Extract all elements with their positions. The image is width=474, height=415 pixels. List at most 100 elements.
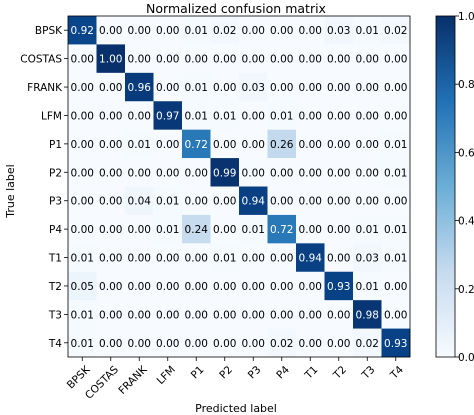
heatmap-cell: [125, 16, 154, 45]
heatmap-cell: [267, 214, 297, 244]
cell-value-label: 0.94: [242, 196, 266, 208]
heatmap-cell: [210, 186, 240, 216]
cell-value-label: 0.00: [99, 139, 122, 151]
heatmap-cell: [353, 72, 382, 102]
heatmap-cell: [324, 186, 354, 216]
x-tick-label: T2: [331, 364, 349, 382]
heatmap-cell: [96, 328, 126, 358]
cell-value-label: 0.01: [384, 224, 407, 236]
cell-value-label: 0.72: [185, 139, 208, 151]
cell-value-label: 0.00: [242, 281, 265, 293]
cell-value-label: 0.00: [156, 281, 179, 293]
y-tick-label: LFM: [41, 110, 62, 122]
heatmap-cell: [353, 214, 382, 244]
heatmap-cell: [96, 72, 126, 102]
cell-value-label: 0.00: [327, 309, 350, 321]
cell-value-label: 0.00: [185, 167, 208, 179]
heatmap-cell: [324, 44, 354, 74]
colorbar-tick-label: 0.2: [458, 284, 474, 296]
heatmap-cell: [267, 72, 297, 102]
cell-value-label: 0.94: [299, 253, 323, 265]
heatmap-cell: [68, 271, 97, 301]
heatmap-cell: [153, 214, 183, 244]
cell-value-label: 0.00: [156, 309, 179, 321]
cell-value-label: 0.00: [99, 224, 122, 236]
colorbar-tick-label: 1.0: [458, 11, 474, 23]
cell-value-label: 0.00: [270, 196, 293, 208]
cell-value-label: 0.00: [213, 82, 236, 94]
cell-value-label: 0.02: [384, 25, 407, 37]
heatmap-cell: [381, 16, 411, 45]
heatmap-cell: [125, 328, 154, 358]
cell-value-label: 0.01: [213, 253, 236, 265]
x-tick-label: T3: [359, 364, 377, 382]
cell-value-label: 0.00: [327, 224, 350, 236]
cell-value-label: 0.00: [299, 25, 322, 37]
cell-value-label: 0.00: [270, 167, 293, 179]
heatmap-cell: [239, 101, 268, 130]
colorbar-tick-label: 0.0: [458, 352, 474, 364]
y-tick-label: T2: [48, 281, 62, 293]
heatmap-cell: [125, 300, 154, 329]
heatmap-cell: [296, 271, 325, 301]
heatmap-cell: [381, 44, 411, 74]
heatmap-cell: [324, 72, 354, 102]
heatmap-cell: [324, 271, 354, 301]
cell-value-label: 0.00: [384, 82, 407, 94]
cell-value-label: 0.00: [356, 110, 379, 122]
heatmap-cell: [125, 129, 154, 159]
y-tick-label: P3: [49, 196, 62, 208]
heatmap-cell: [239, 271, 268, 301]
heatmap-cell: [153, 186, 183, 216]
heatmap-cell: [96, 186, 126, 216]
cell-value-label: 0.00: [299, 82, 322, 94]
cell-value-label: 0.00: [185, 253, 208, 265]
cell-value-label: 0.26: [270, 139, 294, 151]
cell-value-label: 0.01: [185, 25, 208, 37]
heatmap-cell: [381, 271, 411, 301]
cell-value-label: 0.01: [156, 196, 179, 208]
cell-value-label: 0.00: [99, 25, 122, 37]
cell-value-label: 0.02: [213, 25, 236, 37]
cell-value-label: 0.00: [299, 224, 322, 236]
heatmap-cell: [239, 158, 268, 187]
heatmap-cell: [210, 214, 240, 244]
heatmap-cell: [182, 101, 211, 130]
heatmap-cell: [210, 72, 240, 102]
cell-value-label: 0.01: [71, 338, 94, 350]
heatmap-cell: [324, 243, 354, 273]
heatmap-cell: [296, 129, 325, 159]
heatmap-cell: [267, 300, 297, 329]
cell-value-label: 0.00: [71, 196, 94, 208]
heatmap-cell: [324, 328, 354, 358]
cell-value-label: 0.00: [99, 253, 122, 265]
cell-value-label: 0.00: [99, 338, 122, 350]
heatmap-cell-values: 0.92 0.00 0.00 0.00 0.01 0.02 0.00 0.00 0.00 0.03…: [71, 25, 408, 350]
heatmap-cell: [210, 44, 240, 74]
heatmap-cell: [381, 129, 411, 159]
cell-value-label: 0.01: [384, 253, 407, 265]
heatmap-cell: [153, 328, 183, 358]
heatmap-cell: [153, 158, 183, 187]
heatmap-cell: [182, 44, 211, 74]
cell-value-label: 0.00: [242, 54, 265, 66]
cell-value-label: 0.00: [156, 167, 179, 179]
heatmap-cell: [296, 16, 325, 45]
heatmap-cell: [153, 101, 183, 130]
heatmap-cell: [210, 16, 240, 45]
cell-value-label: 0.00: [128, 338, 151, 350]
cell-value-label: 1.00: [99, 54, 122, 66]
x-tick-label: LFM: [155, 364, 178, 387]
cell-value-label: 0.01: [71, 309, 94, 321]
heatmap-cell: [381, 243, 411, 273]
heatmap-cell: [153, 243, 183, 273]
cell-value-label: 0.00: [71, 54, 94, 66]
heatmap-cell: [68, 129, 97, 159]
cell-value-label: 0.00: [242, 309, 265, 321]
heatmap-cell: [153, 300, 183, 329]
cell-value-label: 0.00: [213, 338, 236, 350]
colorbar-tick-label: 0.8: [458, 79, 474, 91]
heatmap-cell: [324, 214, 354, 244]
heatmap-cell: [239, 72, 268, 102]
